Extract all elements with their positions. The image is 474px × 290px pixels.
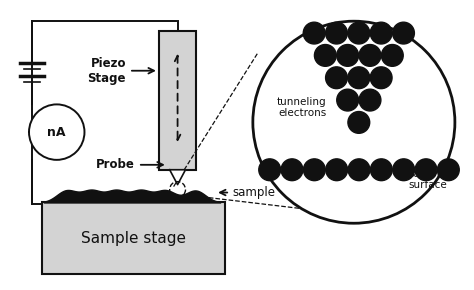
Circle shape	[370, 22, 392, 44]
Circle shape	[392, 22, 414, 44]
Text: Probe: Probe	[96, 158, 135, 171]
Text: nA: nA	[47, 126, 66, 139]
Circle shape	[29, 104, 84, 160]
Circle shape	[359, 89, 381, 111]
Text: Piezo
Stage: Piezo Stage	[88, 57, 126, 85]
Polygon shape	[170, 170, 185, 185]
Circle shape	[438, 159, 459, 181]
Circle shape	[348, 112, 370, 133]
Circle shape	[303, 22, 325, 44]
Text: sample
surface: sample surface	[408, 169, 447, 191]
Text: tunneling
electrons: tunneling electrons	[276, 97, 326, 118]
FancyBboxPatch shape	[159, 31, 196, 170]
Circle shape	[281, 159, 303, 181]
Circle shape	[326, 22, 347, 44]
Text: Sample stage: Sample stage	[81, 231, 186, 246]
Circle shape	[253, 21, 455, 223]
Circle shape	[337, 45, 358, 66]
Circle shape	[259, 159, 281, 181]
Circle shape	[303, 159, 325, 181]
FancyBboxPatch shape	[42, 202, 225, 274]
Text: sample: sample	[232, 186, 275, 199]
Circle shape	[337, 89, 358, 111]
Circle shape	[393, 159, 415, 181]
Circle shape	[371, 159, 392, 181]
Circle shape	[348, 159, 370, 181]
Circle shape	[359, 45, 381, 66]
Circle shape	[314, 45, 336, 66]
Circle shape	[415, 159, 437, 181]
Circle shape	[348, 22, 370, 44]
Circle shape	[370, 67, 392, 89]
Circle shape	[326, 67, 347, 89]
Circle shape	[382, 45, 403, 66]
Circle shape	[326, 159, 347, 181]
Circle shape	[348, 67, 370, 89]
